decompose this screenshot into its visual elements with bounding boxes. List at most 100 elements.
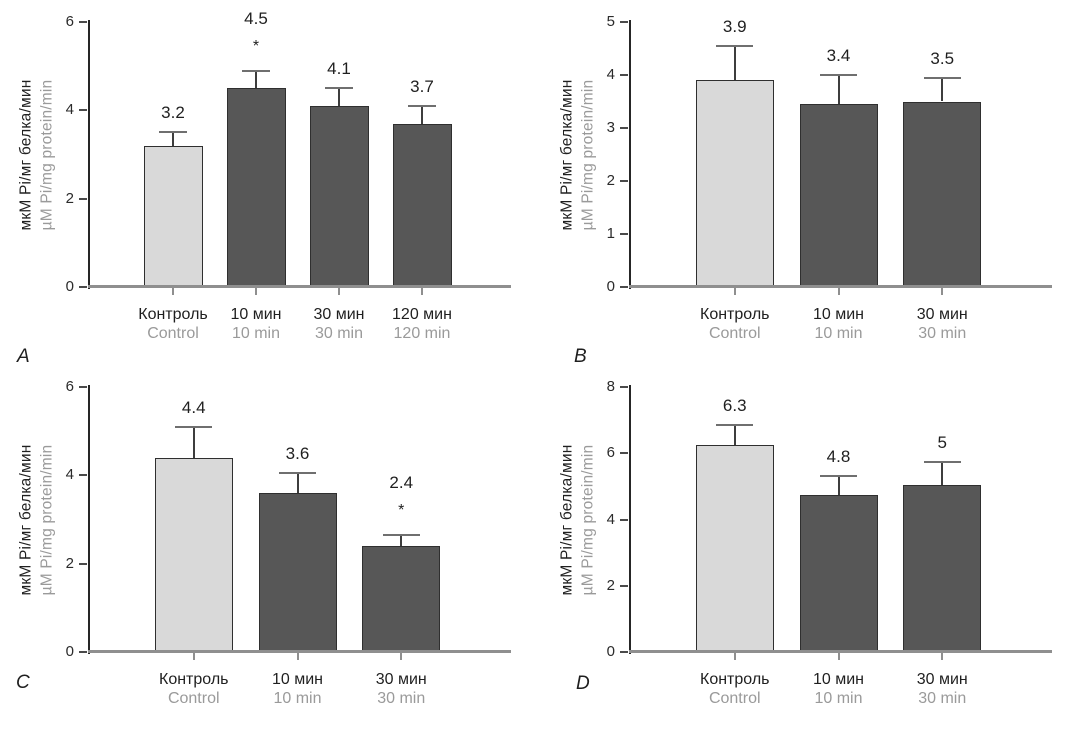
y-tick-mark [79,562,87,565]
bar-a-3 [392,123,452,287]
y-axis-line [629,20,631,289]
y-tick-label: 4 [606,510,615,528]
bar-value-label: 4.5 [244,8,268,28]
x-tick-mark [733,652,736,660]
x-category-label-ru: Контроль [159,671,229,688]
y-axis-label-en: µM Pi/mg protein/min [579,79,596,230]
bar-value-label: 3.5 [930,48,955,68]
bar-value-label: 6.3 [722,396,747,416]
y-tick-mark [79,474,87,477]
x-category-label-ru: Контроль [700,306,770,323]
error-bar-stem [172,132,174,146]
error-bar-stem [421,105,423,124]
x-tick-mark [837,287,840,295]
panel-d: мкМ Pi/мг белка/мин µM Pi/mg protein/min 0… [541,365,1082,730]
y-tick-mark [620,233,628,235]
x-category-label-ru: 30 мин [375,671,427,688]
error-bar-stem [338,88,340,106]
panel-letter-c: C [16,672,30,693]
x-category-label-ru: 30 мин [916,306,968,323]
y-axis-label-ru: мкМ Pi/мг белка/мин [17,444,34,595]
x-tick-mark [255,287,257,295]
x-category-label-en: 120 min [393,325,451,342]
error-bar-stem [400,534,403,546]
y-tick-label: 2 [65,554,74,572]
bar-c-1 [258,493,337,652]
error-bar-stem [733,45,736,81]
bar-value-label: 4.4 [181,397,206,417]
error-bar-cap [923,76,961,79]
y-tick-label: 4 [65,101,74,119]
bar-d-2 [903,484,982,652]
x-tick-mark [837,652,840,660]
y-axis-label: мкМ Pi/мг белка/мин µM Pi/mg protein/min [555,22,599,287]
error-bar-stem [941,77,944,102]
panel-c: мкМ Pi/мг белка/мин µM Pi/mg protein/min 0… [0,365,541,730]
significance-asterisk: * [252,37,260,55]
error-bar-stem [941,461,944,485]
y-tick-label: 8 [606,378,615,395]
x-category-label-ru: Контроль [700,671,770,688]
bar-value-label: 3.6 [285,444,310,464]
x-category-label-en: 10 min [273,690,322,707]
error-bar-cap [716,44,754,47]
x-tick-mark [338,287,340,295]
error-bar-cap [242,69,270,72]
bar-a-2 [309,105,369,287]
y-tick-mark [620,21,628,23]
y-tick-mark [620,651,628,653]
bar-d-1 [799,494,878,652]
x-category-label-ru: 30 мин [916,671,968,688]
x-category-label-en: 30 min [377,690,426,707]
x-category-label-en: 10 min [231,325,281,342]
y-tick-mark [79,286,87,288]
y-axis-line [629,385,631,654]
panel-letter-d: D [576,673,590,694]
error-bar-cap [325,87,353,90]
y-tick-label: 3 [606,119,615,136]
x-category-label-ru: 120 мин [392,306,452,323]
y-tick-label: 2 [606,172,615,189]
bar-value-label: 3.7 [410,76,434,96]
x-category-label-en: Control [708,690,761,707]
x-category-label-ru: 10 мин [812,306,864,323]
error-bar-cap [175,425,213,428]
y-tick-label: 6 [65,378,74,395]
x-category-label-ru: 30 мин [313,306,365,323]
bar-c-0 [154,457,233,652]
y-axis-label-ru: мкМ Pi/мг белка/мин [558,79,575,230]
x-tick-mark [192,652,195,660]
x-tick-mark [733,287,736,295]
x-tick-mark [400,652,403,660]
error-bar-stem [296,473,299,493]
y-tick-mark [620,286,628,288]
error-bar-cap [820,74,857,76]
panel-letter-a: A [17,346,30,367]
y-axis-label-ru: мкМ Pi/мг белка/мин [558,444,575,595]
bar-c-2 [362,546,441,652]
error-bar-cap [716,424,754,427]
error-bar-cap [279,472,316,475]
bar-value-label: 3.4 [826,46,851,65]
y-tick-label: 0 [65,278,74,295]
bar-value-label: 2.4 [389,472,414,492]
x-category-label-ru: Контроль [138,306,208,323]
y-tick-mark [620,518,628,521]
y-tick-label: 6 [606,444,615,462]
x-axis-line [88,650,511,653]
error-bar-stem [255,70,257,89]
y-axis-line [88,20,90,289]
x-tick-mark [296,652,299,660]
panel-b: мкМ Pi/мг белка/мин µM Pi/mg protein/min 0… [541,0,1082,367]
bar-b-1 [799,104,878,287]
y-tick-mark [620,74,628,76]
x-axis-line [88,285,511,288]
x-category-label-en: Control [708,325,761,342]
y-axis-label: мкМ Pi/мг белка/мин µM Pi/mg protein/min [14,387,58,652]
bar-value-label: 5 [937,432,947,452]
x-category-label-en: 10 min [814,690,863,707]
y-tick-label: 4 [606,66,615,83]
x-category-label-en: 30 min [918,690,967,707]
y-tick-mark [620,386,628,388]
